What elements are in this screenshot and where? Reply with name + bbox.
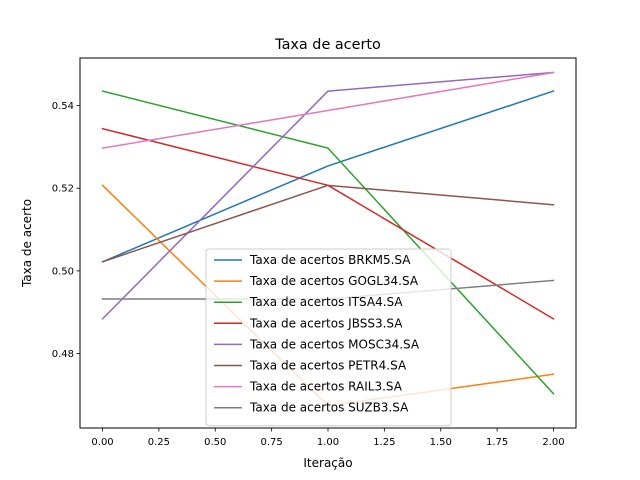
x-tick-label: 0.25 — [148, 437, 170, 448]
series-line-4 — [101, 71, 555, 320]
x-tick-label: 0.00 — [91, 437, 113, 448]
y-tick-label: 0.54 — [52, 101, 74, 112]
legend: Taxa de acertos BRKM5.SA Taxa de acertos … — [205, 248, 452, 427]
x-tick-label: 1.00 — [317, 437, 339, 448]
x-tick-label: 1.50 — [430, 437, 452, 448]
legend-label-6: Taxa de acertos RAIL3.SA — [249, 380, 403, 394]
series-line-5 — [101, 184, 555, 263]
y-tick-label: 0.52 — [52, 184, 74, 195]
legend-label-7: Taxa de acertos SUZB3.SA — [249, 401, 409, 415]
series-line-0 — [101, 90, 555, 263]
series-line-2 — [101, 90, 555, 395]
x-tick-label: 1.75 — [486, 437, 508, 448]
plot-series-group — [101, 71, 555, 407]
legend-label-2: Taxa de acertos ITSA4.SA — [249, 295, 403, 309]
y-axis-label: Taxa de acerto — [20, 199, 34, 288]
y-tick-label: 0.48 — [52, 349, 74, 360]
legend-label-4: Taxa de acertos MOSC34.SA — [249, 337, 420, 351]
x-tick-label: 1.25 — [373, 437, 395, 448]
x-axis: 0.00 0.25 0.50 0.75 1.00 1.25 1.50 1.75 2.00 — [91, 428, 565, 448]
x-tick-label: 0.50 — [204, 437, 226, 448]
legend-label-3: Taxa de acertos JBSS3.SA — [249, 316, 403, 330]
legend-box — [205, 248, 452, 427]
series-line-6 — [101, 71, 555, 149]
chart-title: Taxa de acerto — [274, 37, 381, 53]
y-tick-label: 0.50 — [52, 266, 74, 277]
legend-label-1: Taxa de acertos GOGL34.SA — [249, 274, 419, 288]
x-tick-label: 0.75 — [261, 437, 283, 448]
x-axis-label: Iteração — [303, 456, 352, 470]
y-axis: 0.48 0.50 0.52 0.54 — [52, 101, 80, 360]
legend-label-5: Taxa de acertos PETR4.SA — [249, 359, 407, 373]
legend-label-0: Taxa de acertos BRKM5.SA — [249, 253, 411, 267]
x-tick-label: 2.00 — [542, 437, 564, 448]
